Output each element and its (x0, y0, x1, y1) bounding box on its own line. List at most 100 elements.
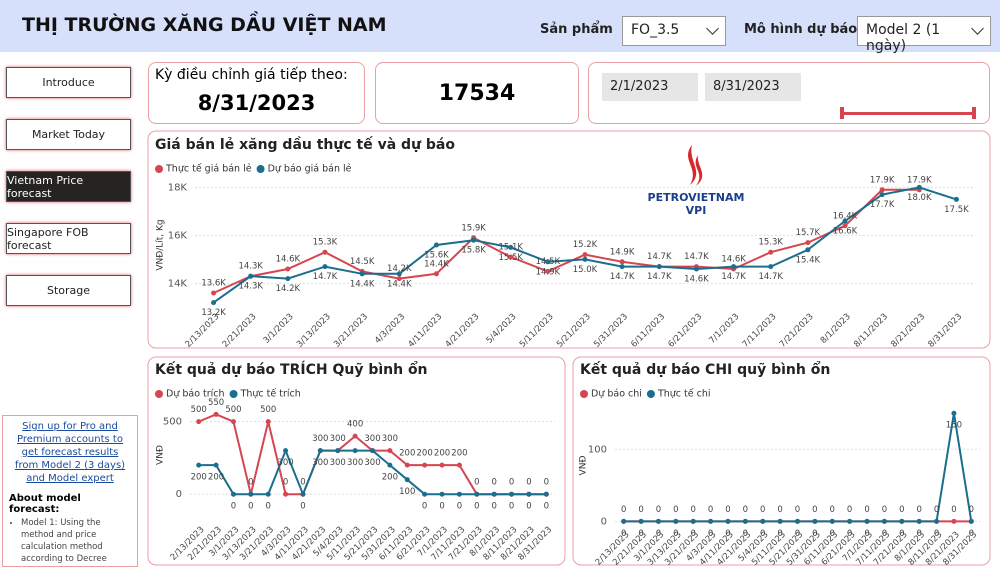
date-end[interactable]: 8/31/2023 (705, 73, 801, 101)
x-tick-label: 7/1/2023 (841, 530, 875, 564)
data-label: 0 (760, 505, 765, 515)
data-label: 300 (312, 458, 328, 468)
data-point (439, 462, 445, 468)
data-point (619, 259, 625, 265)
data-point (582, 252, 588, 258)
data-point (638, 518, 644, 524)
nav-button[interactable]: Introduce (6, 67, 131, 98)
data-label: 0 (491, 478, 496, 488)
data-point (285, 266, 291, 272)
data-point (265, 491, 271, 497)
product-select[interactable]: FO_3.5 (622, 16, 726, 46)
slider-handle[interactable] (840, 107, 844, 119)
nav-button[interactable]: Market Today (6, 119, 131, 150)
date-start[interactable]: 2/1/2023 (602, 73, 698, 101)
data-point (526, 491, 532, 497)
data-label: 0 (934, 529, 939, 539)
x-tick-label: 4/3/2023 (259, 525, 293, 559)
data-label: 0 (882, 505, 887, 515)
data-point (690, 518, 696, 524)
data-label: 13.6K (201, 279, 226, 289)
data-point (899, 518, 905, 524)
data-point (352, 433, 358, 439)
data-point (708, 518, 714, 524)
data-label: 0 (934, 505, 939, 515)
x-tick-label: 2/21/2023 (221, 312, 259, 350)
panel (572, 356, 991, 566)
x-tick-label: 4/21/2023 (444, 312, 482, 350)
y-tick-label: 500 (163, 417, 182, 428)
card-date: 8/31/2023 (197, 91, 316, 115)
data-label: 14.4K (350, 279, 375, 289)
data-point (916, 518, 922, 524)
data-point (471, 237, 477, 243)
nav-button[interactable]: Vietnam Price forecast (6, 171, 131, 202)
y-axis-label: VNĐ (156, 445, 166, 465)
data-label: 0 (300, 502, 305, 512)
data-label: 14.2K (276, 284, 301, 294)
x-tick-label: 4/21/2023 (290, 525, 328, 563)
x-tick-label: 7/21/2023 (778, 312, 816, 350)
data-label: 0 (916, 529, 921, 539)
data-label: 14.3K (238, 282, 263, 292)
data-label: 0 (673, 529, 678, 539)
data-label: 0 (673, 505, 678, 515)
data-point (968, 518, 974, 524)
data-point (777, 518, 783, 524)
data-label: 0 (283, 478, 288, 488)
nav-button[interactable]: Storage (6, 275, 131, 306)
data-label: 0 (812, 529, 817, 539)
data-point (474, 491, 480, 497)
data-label: 0 (743, 529, 748, 539)
data-label: 14.7K (758, 272, 783, 282)
data-point (582, 256, 588, 262)
data-label: 200 (434, 449, 450, 459)
x-tick-label: 8/11/2023 (852, 312, 890, 350)
data-label: 15.0K (573, 265, 598, 275)
data-label: 14.6K (721, 255, 746, 265)
model-select[interactable]: Model 2 (1 ngày) (857, 16, 991, 54)
x-tick-label: 5/31/2023 (360, 525, 398, 563)
data-point (509, 491, 515, 497)
data-point (916, 187, 922, 193)
series-line (198, 447, 547, 497)
range-slider[interactable] (842, 112, 975, 115)
x-tick-label: 3/21/2023 (663, 530, 701, 568)
data-point (731, 266, 737, 272)
data-label: 100 (399, 487, 415, 497)
data-label: 0 (795, 505, 800, 515)
x-tick-label: 8/21/2023 (499, 525, 537, 563)
data-point (847, 518, 853, 524)
x-tick-label: 8/31/2023 (926, 312, 964, 350)
legend-dot (256, 165, 265, 173)
data-label: 15.8K (461, 246, 486, 256)
data-label: 15.7K (796, 228, 821, 238)
signup-link[interactable]: Sign up for Pro and Premium accounts to … (14, 421, 126, 484)
x-tick-label: 7/21/2023 (872, 530, 910, 568)
data-label: 14.5K (536, 257, 561, 267)
data-point (760, 518, 766, 524)
logo-name: PETROVIETNAM (648, 191, 745, 204)
slider-handle[interactable] (972, 107, 976, 119)
next-adjustment-card: Kỳ điều chỉnh giá tiếp theo: 8/31/2023 (148, 62, 365, 124)
data-point (673, 518, 679, 524)
data-label: 14.7K (313, 272, 338, 282)
x-tick-label: 5/4/2023 (737, 530, 771, 564)
header: THỊ TRƯỜNG XĂNG DẦU VIỆT NAM Sản phẩm FO… (0, 0, 1000, 54)
series-line (623, 413, 973, 523)
data-label: 0 (422, 502, 427, 512)
data-label: 15.6K (424, 251, 449, 261)
data-point (742, 518, 748, 524)
data-label: 0 (760, 529, 765, 539)
data-label: 200 (451, 449, 467, 459)
x-tick-label: 7/21/2023 (447, 525, 485, 563)
nav-button[interactable]: Singapore FOB forecast (6, 223, 131, 254)
data-label: 14.7K (610, 272, 635, 282)
data-point (248, 273, 254, 279)
data-point (335, 448, 341, 454)
data-point (881, 518, 887, 524)
y-tick-label: 14K (168, 278, 188, 289)
data-point (471, 235, 477, 241)
data-label: 0 (266, 502, 271, 512)
